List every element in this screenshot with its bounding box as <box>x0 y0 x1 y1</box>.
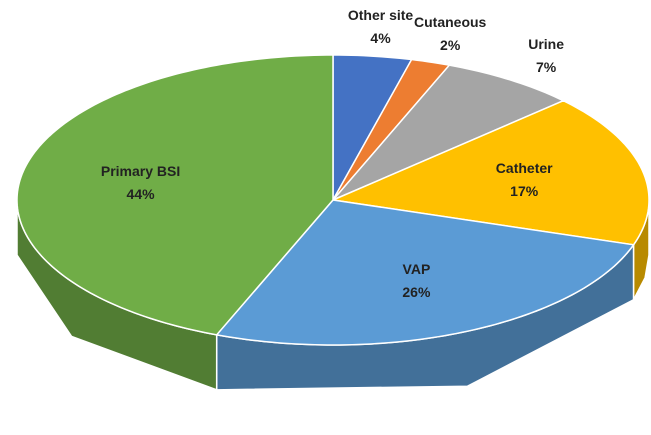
slice-value-label: 4% <box>370 30 391 46</box>
slice-value-label: 44% <box>127 186 156 202</box>
slice-label: Other site <box>348 7 414 23</box>
slice <box>16 54 334 336</box>
slice-value-label: 7% <box>536 59 557 75</box>
slice-label: Primary BSI <box>101 163 180 179</box>
slice-value-label: 17% <box>510 183 539 199</box>
slice-label: Catheter <box>496 160 553 176</box>
slice-label: Cutaneous <box>414 14 487 30</box>
slice <box>215 199 635 346</box>
slice-label: VAP <box>403 261 431 277</box>
slice-value-label: 2% <box>440 37 461 53</box>
slice <box>332 58 451 201</box>
slice <box>330 99 650 246</box>
slice <box>332 64 566 201</box>
slice-label: Urine <box>528 36 564 52</box>
slice-value-label: 26% <box>402 284 431 300</box>
